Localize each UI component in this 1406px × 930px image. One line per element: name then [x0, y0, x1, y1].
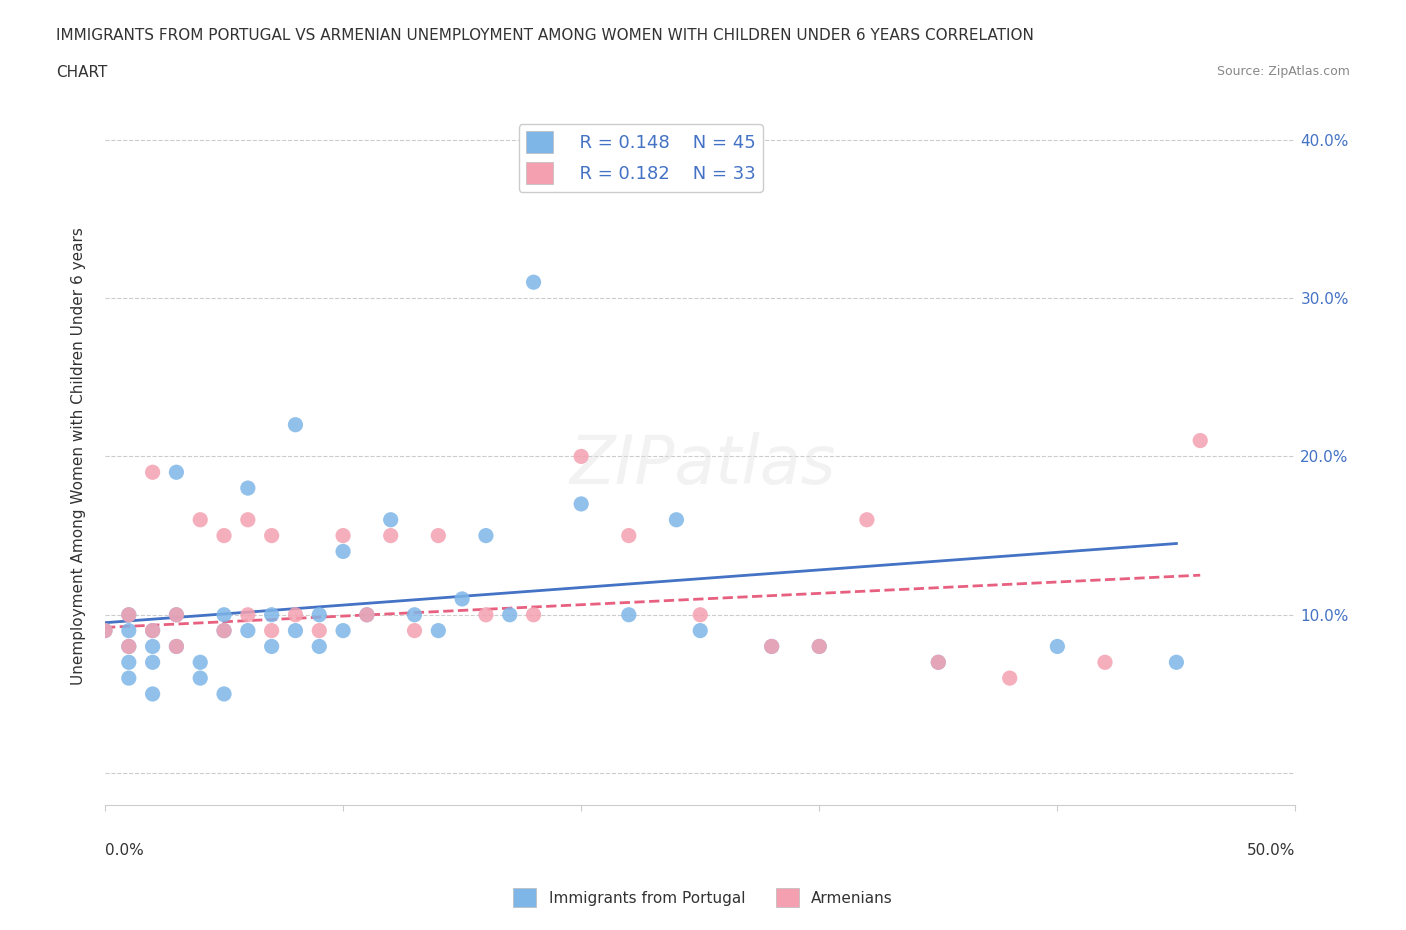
- Point: [142, 655, 165, 670]
- Point: [332, 544, 354, 559]
- Point: [308, 639, 330, 654]
- Point: [380, 528, 402, 543]
- Point: [499, 607, 522, 622]
- Point: [94, 623, 117, 638]
- Point: [188, 655, 211, 670]
- Point: [356, 607, 378, 622]
- Point: [689, 607, 711, 622]
- Point: [1094, 655, 1116, 670]
- Point: [118, 671, 141, 685]
- Point: [236, 481, 259, 496]
- Point: [404, 607, 426, 622]
- Point: [761, 639, 783, 654]
- Point: [118, 655, 141, 670]
- Text: 50.0%: 50.0%: [1247, 844, 1295, 858]
- Point: [260, 623, 283, 638]
- Point: [689, 623, 711, 638]
- Point: [260, 607, 283, 622]
- Point: [808, 639, 831, 654]
- Point: [165, 465, 187, 480]
- Point: [332, 623, 354, 638]
- Point: [165, 607, 187, 622]
- Point: [142, 686, 165, 701]
- Point: [308, 623, 330, 638]
- Point: [284, 418, 307, 432]
- Point: [165, 607, 187, 622]
- Point: [236, 512, 259, 527]
- Point: [188, 512, 211, 527]
- Point: [427, 623, 450, 638]
- Point: [142, 623, 165, 638]
- Point: [761, 639, 783, 654]
- Point: [356, 607, 378, 622]
- Point: [308, 607, 330, 622]
- Point: [118, 607, 141, 622]
- Point: [427, 528, 450, 543]
- Point: [212, 623, 235, 638]
- Legend:   R = 0.148    N = 45,   R = 0.182    N = 33: R = 0.148 N = 45, R = 0.182 N = 33: [519, 124, 762, 192]
- Point: [380, 512, 402, 527]
- Point: [332, 528, 354, 543]
- Text: 0.0%: 0.0%: [105, 844, 143, 858]
- Point: [142, 639, 165, 654]
- Point: [260, 639, 283, 654]
- Point: [142, 465, 165, 480]
- Point: [260, 528, 283, 543]
- Y-axis label: Unemployment Among Women with Children Under 6 years: Unemployment Among Women with Children U…: [72, 228, 86, 685]
- Point: [284, 607, 307, 622]
- Point: [1046, 639, 1069, 654]
- Point: [212, 607, 235, 622]
- Point: [856, 512, 879, 527]
- Point: [475, 528, 498, 543]
- Point: [617, 528, 640, 543]
- Point: [165, 639, 187, 654]
- Point: [522, 274, 544, 289]
- Point: [212, 686, 235, 701]
- Point: [118, 639, 141, 654]
- Point: [212, 528, 235, 543]
- Point: [522, 607, 544, 622]
- Legend: Immigrants from Portugal, Armenians: Immigrants from Portugal, Armenians: [508, 883, 898, 913]
- Point: [188, 671, 211, 685]
- Point: [927, 655, 949, 670]
- Point: [451, 591, 474, 606]
- Point: [998, 671, 1021, 685]
- Point: [665, 512, 688, 527]
- Text: CHART: CHART: [56, 65, 108, 80]
- Point: [569, 497, 592, 512]
- Point: [118, 639, 141, 654]
- Point: [118, 623, 141, 638]
- Point: [236, 607, 259, 622]
- Text: IMMIGRANTS FROM PORTUGAL VS ARMENIAN UNEMPLOYMENT AMONG WOMEN WITH CHILDREN UNDE: IMMIGRANTS FROM PORTUGAL VS ARMENIAN UNE…: [56, 28, 1035, 43]
- Point: [94, 623, 117, 638]
- Point: [236, 623, 259, 638]
- Text: ZIPatlas: ZIPatlas: [569, 432, 837, 498]
- Point: [617, 607, 640, 622]
- Point: [927, 655, 949, 670]
- Point: [284, 623, 307, 638]
- Point: [569, 449, 592, 464]
- Point: [475, 607, 498, 622]
- Point: [165, 639, 187, 654]
- Point: [118, 607, 141, 622]
- Point: [142, 623, 165, 638]
- Point: [1189, 433, 1212, 448]
- Point: [1166, 655, 1188, 670]
- Point: [212, 623, 235, 638]
- Point: [808, 639, 831, 654]
- Text: Source: ZipAtlas.com: Source: ZipAtlas.com: [1216, 65, 1350, 78]
- Point: [404, 623, 426, 638]
